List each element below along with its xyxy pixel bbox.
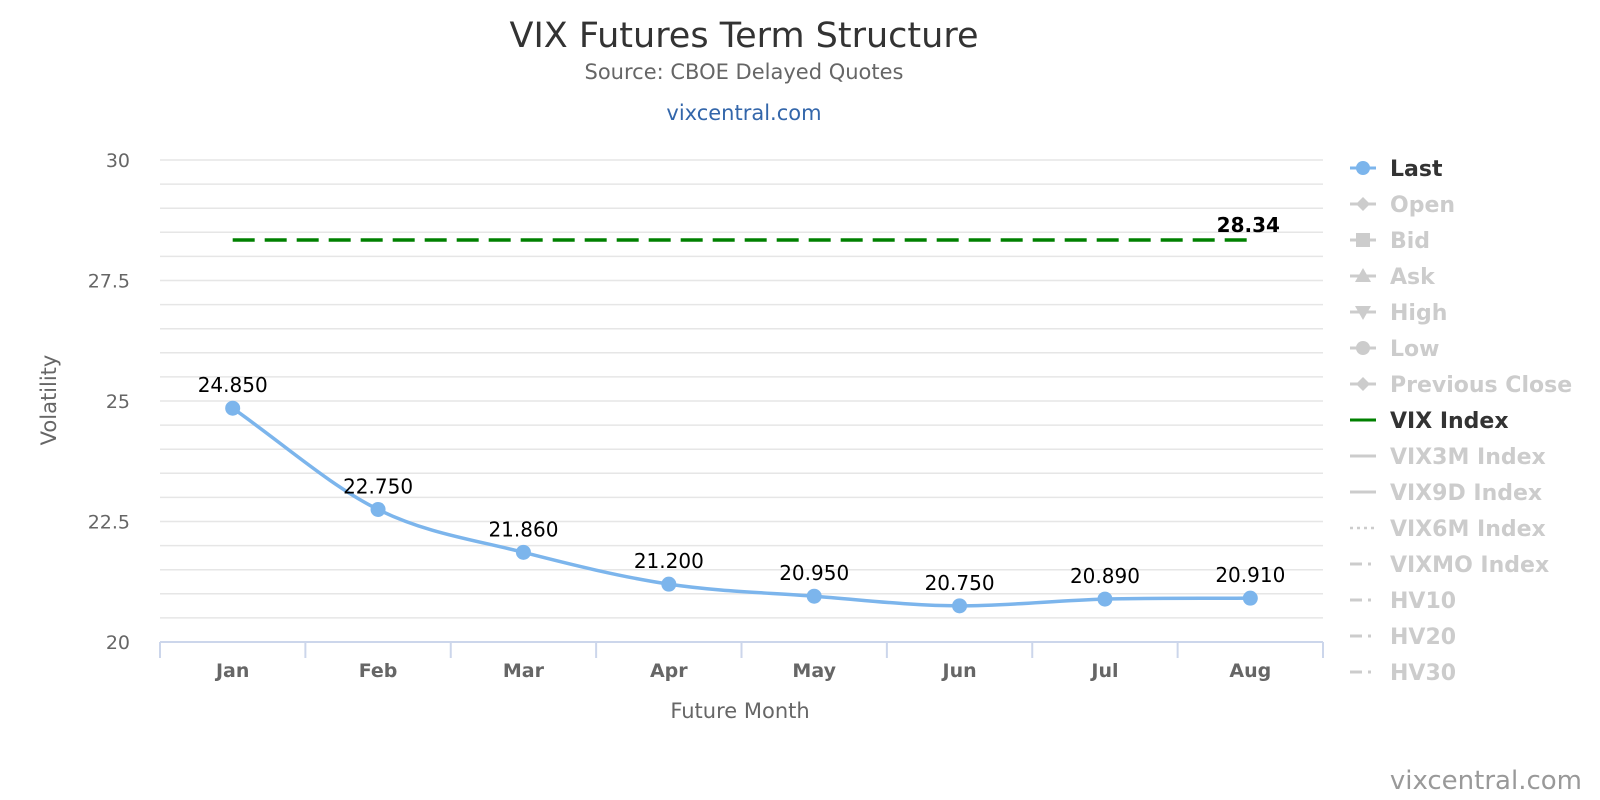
legend-marker <box>1356 161 1370 175</box>
legend-marker <box>1356 233 1370 247</box>
legend-label[interactable]: Open <box>1390 193 1455 218</box>
legend-item[interactable]: VIX9D Index <box>1350 481 1542 506</box>
x-tick-label: Mar <box>503 660 545 682</box>
data-label: 24.850 <box>198 373 268 397</box>
data-label: 21.860 <box>488 517 558 541</box>
x-tick-label: Jan <box>214 660 249 682</box>
legend-item[interactable]: Low <box>1350 337 1439 362</box>
legend-label[interactable]: Bid <box>1390 229 1430 254</box>
x-tick-label: Feb <box>359 660 398 682</box>
legend-marker <box>1356 377 1370 391</box>
y-axis: 20 22.5 25 27.5 30 <box>88 150 130 654</box>
legend-item[interactable]: VIXMO Index <box>1350 553 1549 578</box>
y-tick-label: 27.5 <box>88 271 130 293</box>
last-point-marker[interactable] <box>1097 591 1113 607</box>
data-label: 20.750 <box>925 571 995 595</box>
x-axis-title: Future Month <box>670 699 809 723</box>
x-tick-label: Jul <box>1089 660 1118 682</box>
legend-item[interactable]: HV10 <box>1350 589 1456 614</box>
last-point-marker[interactable] <box>370 501 386 517</box>
legend-label[interactable]: Previous Close <box>1390 373 1572 398</box>
y-tick-label: 22.5 <box>88 512 130 534</box>
data-label: 22.750 <box>343 474 413 498</box>
legend-label[interactable]: HV10 <box>1390 589 1456 614</box>
legend-item[interactable]: Bid <box>1350 229 1430 254</box>
legend-marker <box>1355 306 1371 320</box>
legend-label[interactable]: Ask <box>1390 265 1436 290</box>
last-point-marker[interactable] <box>515 544 531 560</box>
legend-label[interactable]: VIX Index <box>1390 409 1509 434</box>
legend-item[interactable]: VIX Index <box>1350 409 1509 434</box>
legend-item[interactable]: Ask <box>1350 265 1436 290</box>
last-point-marker[interactable] <box>1242 590 1258 606</box>
legend-item[interactable]: High <box>1350 301 1447 326</box>
chart-subtitle: Source: CBOE Delayed Quotes <box>585 60 904 84</box>
last-point-marker[interactable] <box>806 588 822 604</box>
legend-label[interactable]: Low <box>1390 337 1439 362</box>
series-group: 28.34 24.850 22.750 21.860 21.200 20.950 20.75… <box>198 213 1285 614</box>
legend-marker <box>1356 197 1370 211</box>
y-tick-label: 30 <box>106 150 130 172</box>
legend-item[interactable]: Last <box>1350 157 1443 182</box>
source-link[interactable]: vixcentral.com <box>666 101 821 125</box>
x-tick-label: May <box>792 660 836 682</box>
x-tick-label: Apr <box>650 660 688 682</box>
legend-label[interactable]: Last <box>1390 157 1443 182</box>
last-point-marker[interactable] <box>225 400 241 416</box>
data-label: 20.910 <box>1215 563 1285 587</box>
legend-marker <box>1356 341 1370 355</box>
grid-lines <box>160 159 1323 619</box>
data-label: 20.890 <box>1070 564 1140 588</box>
last-point-marker[interactable] <box>952 598 968 614</box>
vix-index-label: 28.34 <box>1217 213 1280 237</box>
last-series-line[interactable] <box>231 406 1251 608</box>
legend-marker <box>1355 268 1371 282</box>
legend-label[interactable]: VIX9D Index <box>1390 481 1542 506</box>
legend-label[interactable]: VIX3M Index <box>1390 445 1546 470</box>
legend-item[interactable]: Open <box>1350 193 1455 218</box>
legend-item[interactable]: HV20 <box>1350 625 1456 650</box>
x-tick-label: Jun <box>941 660 977 682</box>
legend: Last Open Bid Ask High Low Previous Close VIX I… <box>1350 157 1572 686</box>
data-label: 21.200 <box>634 549 704 573</box>
y-tick-label: 25 <box>106 391 130 413</box>
y-tick-label: 20 <box>106 632 130 654</box>
legend-label[interactable]: HV30 <box>1390 661 1456 686</box>
y-axis-title: Volatility <box>37 355 61 446</box>
legend-label[interactable]: HV20 <box>1390 625 1456 650</box>
legend-item[interactable]: HV30 <box>1350 661 1456 686</box>
x-axis: Jan Feb Mar Apr May Jun Jul Aug <box>159 641 1324 682</box>
legend-label[interactable]: VIXMO Index <box>1390 553 1549 578</box>
x-tick-label: Aug <box>1229 660 1271 682</box>
legend-label[interactable]: VIX6M Index <box>1390 517 1546 542</box>
data-label: 20.950 <box>779 561 849 585</box>
legend-item[interactable]: VIX3M Index <box>1350 445 1546 470</box>
last-point-marker[interactable] <box>661 576 677 592</box>
legend-label[interactable]: High <box>1390 301 1447 326</box>
legend-item[interactable]: Previous Close <box>1350 373 1572 398</box>
chart-title: VIX Futures Term Structure <box>510 16 979 56</box>
credits-text[interactable]: vixcentral.com <box>1390 766 1582 796</box>
legend-item[interactable]: VIX6M Index <box>1350 517 1546 542</box>
